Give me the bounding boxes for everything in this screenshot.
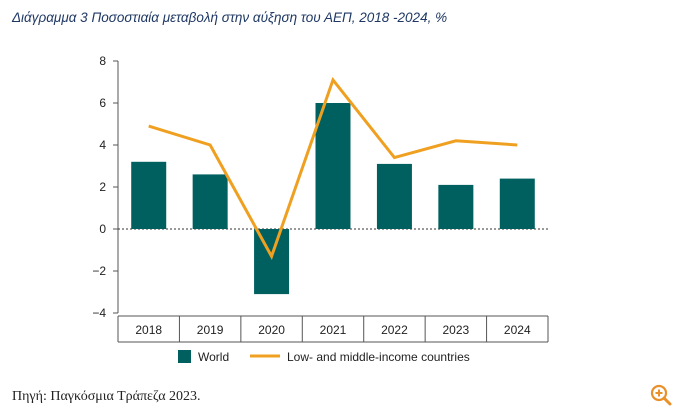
legend-label-world: World xyxy=(198,350,229,364)
bar-world-2023 xyxy=(438,184,474,229)
legend-label-line: Low- and middle-income countries xyxy=(287,350,470,364)
x-tick-label: 2018 xyxy=(135,323,162,337)
y-tick-label: 0 xyxy=(99,222,106,236)
bar-world-2021 xyxy=(315,103,351,229)
line-low-middle-income xyxy=(148,76,518,260)
zoom-in-icon xyxy=(650,384,672,406)
x-tick-label: 2023 xyxy=(443,323,470,337)
x-tick-label: 2019 xyxy=(197,323,224,337)
bar-world-2022 xyxy=(376,163,412,229)
y-tick-label: 4 xyxy=(99,138,106,152)
zoom-in-button[interactable] xyxy=(648,382,674,408)
chart-caption: Διάγραμμα 3 Ποσοστιαία μεταβολή στην αύξ… xyxy=(12,10,448,25)
bar-world-2020 xyxy=(254,229,290,295)
y-tick-label: 6 xyxy=(99,96,106,110)
x-tick-label: 2020 xyxy=(258,323,285,337)
bar-world-2019 xyxy=(192,174,228,229)
x-tick-label: 2024 xyxy=(504,323,531,337)
y-tick-label: 2 xyxy=(99,180,106,194)
bar-world-2018 xyxy=(131,161,167,229)
y-tick-label: −2 xyxy=(92,264,106,278)
x-tick-label: 2022 xyxy=(381,323,408,337)
y-tick-label: 8 xyxy=(99,54,106,68)
y-tick-label: −4 xyxy=(92,306,106,320)
x-tick-label: 2021 xyxy=(320,323,347,337)
source-note: Πηγή: Παγκόσμια Τράπεζα 2023. xyxy=(12,389,201,404)
bar-world-2024 xyxy=(499,178,535,229)
legend-swatch-world xyxy=(178,350,191,363)
